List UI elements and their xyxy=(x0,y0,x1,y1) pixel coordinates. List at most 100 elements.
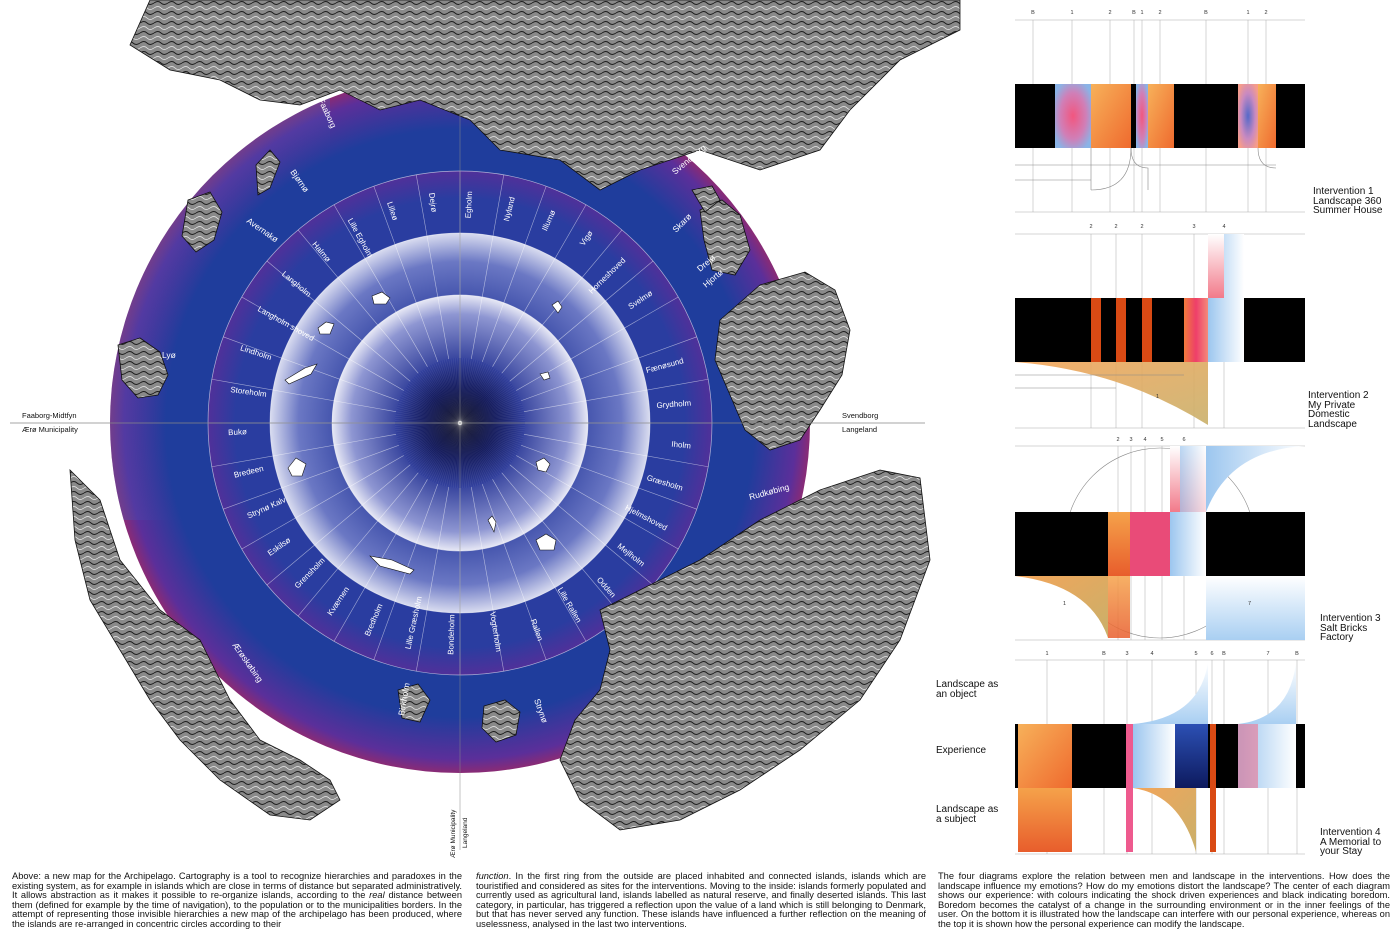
d4-block-1 xyxy=(1018,724,1072,788)
landmass-birkholm xyxy=(397,683,431,723)
landmass-fyn xyxy=(129,0,961,191)
diagram-tick-label: 6 xyxy=(1182,437,1185,443)
diagram-tick-label: 2 xyxy=(1264,10,1267,16)
d1-block-4 xyxy=(1148,84,1174,148)
diagram-tick-label: B xyxy=(1222,651,1226,657)
landmass-drejo xyxy=(699,199,751,276)
d3-block-3 xyxy=(1170,512,1206,576)
diagram-tick-label: 2 xyxy=(1140,224,1143,230)
ring-island-label: Bondeholm xyxy=(446,614,456,655)
d2-region-label: 1 xyxy=(1156,394,1159,400)
ring-island-label: Dejrø xyxy=(427,192,439,213)
landmass-langeland xyxy=(559,469,931,831)
diagram-tick-label: 2 xyxy=(1089,224,1092,230)
d4-bottom-block-1 xyxy=(1018,788,1072,852)
d2-block-5 xyxy=(1208,298,1244,362)
d3-region-label-right: 7 xyxy=(1248,601,1251,607)
ring-island-label: Grydholm xyxy=(656,398,692,410)
d4-bar-2 xyxy=(1126,724,1133,788)
diagram-tick-label: 7 xyxy=(1266,651,1269,657)
diagram-tick-label: 4 xyxy=(1143,437,1146,443)
caption-diagrams: The four diagrams explore the relation b… xyxy=(938,871,1390,929)
d2-experience-band xyxy=(1015,298,1305,362)
archipelago-map: FaaborgBjørnøAvernakøLyøSvendborgSkarøDr… xyxy=(10,0,961,858)
diagram-tick-label: 3 xyxy=(1125,651,1128,657)
d4-top-curve-1 xyxy=(1133,662,1208,724)
diagram-tick-label: 5 xyxy=(1194,651,1197,657)
d4-top-curve-2 xyxy=(1238,662,1296,724)
d3-block-1 xyxy=(1108,512,1130,576)
label-langeland: Langeland xyxy=(842,425,877,434)
d2-bottom-curve xyxy=(1015,362,1208,425)
diagram-tick-label: 2 xyxy=(1114,224,1117,230)
diagram-tick-label: B xyxy=(1295,651,1299,657)
d1-blob-3 xyxy=(1136,84,1148,148)
landmass-lyo xyxy=(117,337,169,399)
landmass-skaro xyxy=(691,185,721,213)
diagram-3: 1 7 2 3 4 5 6 xyxy=(1015,437,1305,641)
diagram-tick-label: 2 xyxy=(1116,437,1119,443)
diagram-tick-label: 2 xyxy=(1158,10,1161,16)
label-bottom-aero: Ærø Municipality xyxy=(450,809,457,858)
experience-label: Experience xyxy=(936,745,987,756)
intervention-1-label: Intervention 1 Landscape 360 Summer House xyxy=(1313,186,1383,216)
diagram-tick-label: 1 xyxy=(1070,10,1073,16)
diagram-tick-label: 4 xyxy=(1222,224,1225,230)
d3-bottom-right-curve xyxy=(1206,576,1305,640)
label-aero-municipality: Ærø Municipality xyxy=(22,425,78,434)
d3-block-2 xyxy=(1130,512,1170,576)
d4-bar-5 xyxy=(1210,724,1216,788)
d3-top-curve xyxy=(1206,446,1305,512)
caption-map-intro: Above: a new map for the Archipelago. Ca… xyxy=(12,871,462,929)
ring-island-label: Iholm xyxy=(671,439,692,450)
diagram-tick-label: 3 xyxy=(1129,437,1132,443)
intervention-3-label: Intervention 3 Salt Bricks Factory xyxy=(1320,613,1381,643)
d2-bar-1 xyxy=(1091,298,1101,362)
d1-block-6 xyxy=(1258,84,1276,148)
d1-blob-5 xyxy=(1238,84,1258,148)
landmass-tasinge xyxy=(714,271,851,451)
diagram-tick-label: 2 xyxy=(1108,10,1111,16)
d1-block-2 xyxy=(1091,84,1131,148)
d4-bottom-curve xyxy=(1133,788,1196,852)
d3-bottom-left-curve xyxy=(1015,576,1108,638)
d1-blob-1 xyxy=(1055,84,1091,148)
diagram-4: 1 B 3 4 5 6 B 7 B xyxy=(1015,651,1305,855)
diagram-tick-label: 1 xyxy=(1140,10,1143,16)
d2-bar-3 xyxy=(1142,298,1152,362)
diagram-tick-label: 5 xyxy=(1160,437,1163,443)
diagram-tick-label: 6 xyxy=(1210,651,1213,657)
landscape-subject-label: Landscape as a subject xyxy=(936,804,999,825)
diagram-tick-label: B xyxy=(1102,651,1106,657)
intervention-2-label: Intervention 2 My Private Domestic Landscap… xyxy=(1308,390,1369,430)
landscape-object-label: Landscape as an object xyxy=(936,679,999,700)
d4-bottom-bar-2 xyxy=(1126,788,1133,852)
landmasses xyxy=(69,0,961,831)
diagram-tick-label: 1 xyxy=(1045,651,1048,657)
diagram-tick-label: B xyxy=(1031,10,1035,16)
d4-block-3 xyxy=(1133,724,1175,788)
label-faaborg-midtfyn: Faaborg-Midtfyn xyxy=(22,411,77,420)
outer-island-label: Lyø xyxy=(162,350,176,360)
d4-block-4 xyxy=(1175,724,1208,788)
ring-island-label: Egholm xyxy=(464,191,474,219)
diagram-tick-label: B xyxy=(1132,10,1136,16)
label-bottom-langeland: Langeland xyxy=(462,817,469,848)
d2-bar-2 xyxy=(1116,298,1126,362)
d2-top-flare-pink xyxy=(1208,234,1224,298)
diagram-tick-label: 1 xyxy=(1246,10,1249,16)
diagram-tick-label: B xyxy=(1204,10,1208,16)
ring-island-label: Bukø xyxy=(228,427,247,437)
small-islands xyxy=(284,291,563,575)
d4-bottom-bar-5 xyxy=(1210,788,1216,852)
landmass-aero xyxy=(69,468,341,821)
d3-region-label-left: 1 xyxy=(1063,601,1066,607)
landmass-bjorno xyxy=(255,149,281,196)
landmass-stryno xyxy=(481,699,521,743)
d2-block-4 xyxy=(1184,298,1208,362)
diagram-2: 1 2 2 2 3 4 xyxy=(1015,224,1305,429)
